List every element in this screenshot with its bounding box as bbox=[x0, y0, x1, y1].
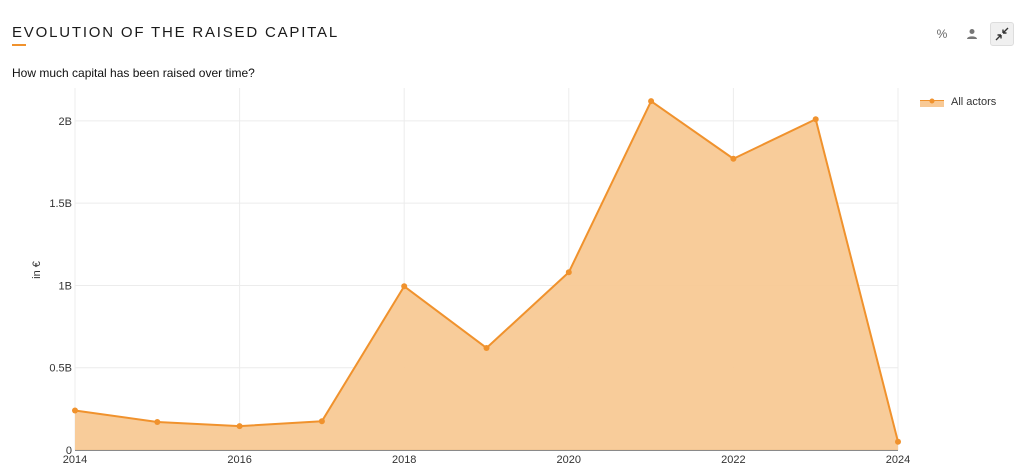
x-tick-label: 2018 bbox=[392, 454, 416, 466]
data-point[interactable] bbox=[154, 419, 161, 426]
user-icon[interactable] bbox=[960, 22, 984, 46]
data-point[interactable] bbox=[236, 423, 243, 430]
x-tick-label: 2020 bbox=[557, 454, 581, 466]
points-layer bbox=[72, 98, 901, 445]
collapse-arrows-icon[interactable] bbox=[990, 22, 1014, 46]
data-point[interactable] bbox=[648, 98, 655, 105]
x-axis-ticks: 2014 2016 2018 2020 2022 2024 bbox=[63, 454, 910, 466]
x-tick-label: 2022 bbox=[721, 454, 745, 466]
legend[interactable]: All actors bbox=[920, 96, 997, 108]
y-tick-label: 1B bbox=[59, 280, 72, 292]
y-tick-label: 2B bbox=[59, 116, 72, 128]
x-tick-label: 2014 bbox=[63, 454, 87, 466]
y-tick-label: 0 bbox=[66, 445, 72, 457]
legend-swatch-marker bbox=[929, 98, 935, 104]
series-area-all-actors bbox=[75, 101, 898, 450]
x-tick-label: 2016 bbox=[227, 454, 251, 466]
legend-swatch-fill bbox=[920, 101, 944, 107]
data-point[interactable] bbox=[895, 438, 901, 445]
y-axis-ticks: 0 0.5B 1B 1.5B 2B bbox=[49, 116, 72, 457]
legend-label-all-actors: All actors bbox=[951, 96, 997, 108]
y-axis-label: in € bbox=[31, 261, 43, 279]
data-point[interactable] bbox=[72, 407, 78, 414]
data-point[interactable] bbox=[812, 116, 819, 123]
data-point[interactable] bbox=[318, 418, 325, 425]
data-point[interactable] bbox=[401, 283, 408, 290]
area-layer bbox=[74, 100, 899, 450]
chart-toolbar: % bbox=[930, 22, 1014, 46]
data-point[interactable] bbox=[730, 155, 737, 162]
data-point[interactable] bbox=[483, 344, 490, 351]
chart-title: EVOLUTION OF THE RAISED CAPITAL bbox=[12, 24, 339, 41]
title-underline bbox=[12, 44, 26, 46]
data-point[interactable] bbox=[565, 269, 572, 276]
x-tick-label: 2024 bbox=[886, 454, 910, 466]
percent-toggle-button[interactable]: % bbox=[936, 27, 948, 41]
y-tick-label: 0.5B bbox=[49, 363, 72, 375]
chart-subtitle: How much capital has been raised over ti… bbox=[12, 66, 255, 80]
y-tick-label: 1.5B bbox=[49, 198, 72, 210]
